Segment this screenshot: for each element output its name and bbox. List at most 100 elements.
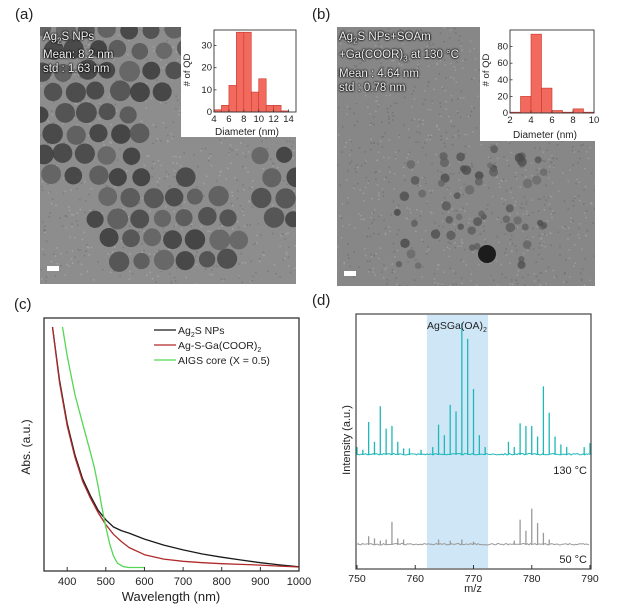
tem-noise	[357, 166, 359, 169]
tem-noise	[404, 179, 406, 182]
tem-noise	[60, 265, 62, 267]
tem-noise	[550, 232, 552, 234]
tem-noise	[349, 108, 351, 110]
tem-noise	[540, 237, 543, 240]
tem-noise	[109, 93, 111, 96]
tem-noise	[243, 225, 246, 227]
tem-noise	[453, 66, 456, 68]
tem-noise	[178, 110, 181, 112]
tem-noise	[415, 259, 417, 261]
tem-noise	[378, 194, 380, 197]
tem-noise	[388, 166, 390, 169]
tem-noise	[416, 67, 418, 70]
tem-noise	[374, 51, 377, 53]
tem-noise	[478, 69, 481, 71]
tem-noise	[411, 105, 413, 108]
tem-noise	[64, 274, 66, 276]
nanoparticle	[143, 188, 164, 209]
tem-noise	[594, 189, 595, 191]
tem-noise	[459, 116, 462, 119]
tem-noise	[388, 226, 390, 228]
tem-noise	[392, 119, 394, 121]
tem-noise	[346, 105, 348, 108]
tem-noise	[532, 248, 535, 251]
tem-noise	[557, 231, 560, 234]
tem-noise	[437, 170, 439, 172]
tem-noise	[172, 135, 175, 138]
tem-noise	[526, 237, 529, 240]
tem-noise	[339, 184, 341, 186]
tem-noise	[435, 153, 437, 156]
tem-noise	[508, 165, 510, 167]
tem-noise	[504, 276, 507, 279]
tem-noise	[84, 180, 86, 183]
tem-noise	[533, 273, 535, 275]
tem-noise	[169, 248, 171, 250]
tem-noise	[356, 120, 359, 123]
tem-noise	[427, 108, 429, 111]
tem-noise	[377, 105, 380, 108]
tem-noise	[412, 58, 415, 60]
tem-noise	[207, 230, 209, 232]
tem-noise	[293, 208, 295, 211]
x-tick-label: 790	[581, 573, 599, 585]
tem-noise	[399, 29, 402, 31]
tem-noise	[234, 176, 236, 179]
tem-noise	[398, 63, 400, 65]
tem-noise	[430, 211, 432, 214]
tem-noise	[526, 213, 528, 215]
tem-noise	[541, 233, 544, 235]
tem-noise	[515, 227, 517, 230]
nanoparticle	[40, 106, 49, 123]
tem-noise	[373, 36, 375, 39]
tem-noise	[471, 162, 473, 165]
tem-noise	[122, 208, 125, 210]
tem-noise	[444, 59, 446, 61]
tem-noise	[468, 222, 470, 224]
tem-noise	[561, 226, 564, 228]
tem-noise	[414, 218, 416, 221]
tem-noise	[381, 146, 384, 148]
tem-noise	[176, 99, 179, 102]
tem-noise	[384, 233, 387, 236]
tem-noise	[439, 102, 442, 104]
tem-noise	[372, 267, 375, 270]
tem-noise	[338, 106, 340, 109]
tem-noise	[77, 248, 80, 251]
tem-noise	[98, 103, 101, 105]
tem-noise	[346, 202, 349, 204]
tem-noise	[581, 268, 584, 270]
tem-noise	[382, 276, 385, 279]
tem-noise	[500, 263, 502, 266]
tem-noise	[496, 235, 499, 238]
tem-noise	[545, 282, 547, 285]
tem-noise	[577, 195, 580, 197]
tem-noise	[519, 166, 521, 168]
tem-noise	[456, 61, 458, 63]
tem-noise	[355, 102, 358, 105]
tem-noise	[487, 156, 490, 159]
tem-noise	[449, 284, 452, 286]
tem-noise	[454, 229, 456, 231]
nanoparticle	[505, 222, 516, 233]
tem-noise	[374, 208, 376, 211]
nanoparticle	[77, 27, 95, 39]
tem-noise	[505, 189, 508, 192]
tem-noise	[369, 235, 372, 237]
tem-noise	[522, 207, 524, 209]
tem-noise	[190, 223, 193, 226]
tem-noise	[395, 277, 397, 280]
histogram-bar	[221, 105, 230, 113]
tem-noise	[50, 202, 53, 205]
tem-noise	[429, 136, 432, 138]
tem-noise	[149, 255, 152, 258]
tem-noise	[160, 102, 162, 104]
nanoparticle	[98, 187, 118, 206]
tem-noise	[362, 192, 365, 195]
y-tick-label: 0	[503, 108, 508, 119]
nanoparticle	[457, 223, 464, 230]
tem-noise	[545, 234, 548, 236]
tem-noise	[40, 186, 43, 188]
tem-noise	[380, 62, 382, 64]
